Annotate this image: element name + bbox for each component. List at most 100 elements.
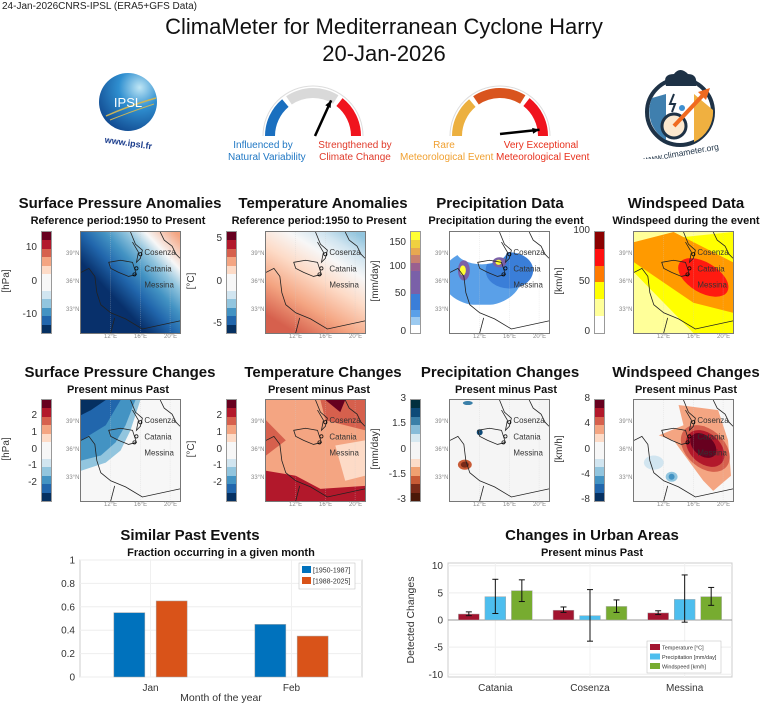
latitude-label: 33°N xyxy=(66,475,80,481)
map-background xyxy=(450,400,549,501)
colorbar-tick-label: -1 xyxy=(28,460,37,472)
bar--1950-1987- xyxy=(113,612,146,678)
longitude-label: 12°E xyxy=(473,334,487,340)
colorbar-tick-label: 3 xyxy=(400,393,406,404)
longitude-label: 20°E xyxy=(349,334,363,340)
latitude-label: 39°N xyxy=(435,419,449,425)
gauge-graphic xyxy=(262,85,364,137)
colorbar-unit-label: [mm/day] xyxy=(370,260,381,302)
map-precipitation-data: Cosenza Catania Messina xyxy=(449,231,550,334)
colorbar-step xyxy=(227,433,236,443)
colorbar-unit-label: [km/h] xyxy=(554,267,565,295)
colorbar-step xyxy=(42,274,51,283)
longitude-label: 16°E xyxy=(319,334,333,340)
colorbar-step xyxy=(227,274,236,283)
coastline xyxy=(159,400,180,427)
longitude-label: 12°E xyxy=(657,502,671,508)
longitude-label: 16°E xyxy=(687,334,701,340)
longitude-label: 16°E xyxy=(134,502,148,508)
legend-label: [1950-1987] xyxy=(313,568,350,575)
longitude-label: 12°E xyxy=(104,334,118,340)
coastline xyxy=(110,485,116,501)
colorbar-step xyxy=(227,265,236,275)
colorbar-step xyxy=(227,324,236,334)
colorbar-step xyxy=(595,433,604,443)
latitude-label: 39°N xyxy=(251,251,265,257)
colorbar-step xyxy=(595,408,604,417)
longitude-label: 20°E xyxy=(164,334,178,340)
colorbar-step xyxy=(42,416,51,426)
latitude-label: 36°N xyxy=(251,279,265,285)
city-marker xyxy=(691,420,696,425)
map-field-contour xyxy=(462,401,473,406)
colorbar-tick-label: -1 xyxy=(213,460,222,472)
colorbar-step xyxy=(42,484,51,493)
city-marker xyxy=(317,272,322,277)
colorbar-tick-label: 5 xyxy=(216,233,222,245)
latitude-label: 36°N xyxy=(435,447,449,453)
coastline xyxy=(661,259,690,277)
city-label: Cosenza xyxy=(697,416,729,425)
urban-areas-changes-chart: -10 -5 0 5 10 Catania Cosenza Messina Detected C… xyxy=(405,561,733,694)
colorbar-step xyxy=(595,450,604,459)
y-axis-label: Detected Changes xyxy=(405,577,417,664)
coastline xyxy=(683,232,696,264)
city-marker xyxy=(687,434,692,439)
colorbar-step xyxy=(227,240,236,249)
map-panel-title: Temperature Changes xyxy=(244,364,402,381)
colorbar-step xyxy=(42,299,51,308)
longitude-label: 12°E xyxy=(104,502,118,508)
coastline xyxy=(477,427,506,445)
coastline xyxy=(712,232,733,259)
colorbar-unit-label: [km/h] xyxy=(554,435,565,463)
colorbar-step xyxy=(411,286,420,295)
longitude-label: 20°E xyxy=(349,502,363,508)
colorbar-step xyxy=(411,484,420,493)
colorbar-step xyxy=(595,416,604,426)
y-tick-label: 0.4 xyxy=(61,626,75,637)
map-panel-title: Precipitation Changes xyxy=(420,364,580,381)
ipsl-url: www.ipsl.fr xyxy=(103,135,153,152)
city-label: Catania xyxy=(329,432,357,441)
latitude-label: 33°N xyxy=(66,307,80,313)
colorbar-tick-label: 0 xyxy=(216,275,222,287)
city-marker xyxy=(134,266,139,271)
legend-swatch xyxy=(650,663,660,669)
gauge-segment xyxy=(286,88,339,105)
latitude-label: 39°N xyxy=(435,251,449,257)
y-tick-label: 0 xyxy=(69,673,75,684)
colorbar-step xyxy=(595,316,604,333)
map-panel-subtitle: Present minus Past xyxy=(66,384,170,396)
map-field-contour xyxy=(459,265,466,276)
city-label: Messina xyxy=(697,280,727,289)
climameter-logo: www.climameter.org xyxy=(636,64,726,165)
colorbar-tick-label: 2 xyxy=(216,409,222,421)
gauge-segment xyxy=(523,98,548,136)
map-panel-subtitle: Present minus Past xyxy=(267,384,371,396)
legend-label: [1988-2025] xyxy=(313,579,350,586)
colorbar-step xyxy=(411,317,420,326)
coastline xyxy=(344,400,365,427)
map-field-contour xyxy=(668,473,675,480)
legend-label: Precipitation [mm/day] xyxy=(662,655,717,661)
city-marker xyxy=(501,440,506,445)
city-marker xyxy=(501,272,506,277)
colorbar-step xyxy=(411,433,420,443)
coastline xyxy=(683,400,696,432)
colorbar-tick-label: 150 xyxy=(389,237,406,249)
coastline xyxy=(266,435,365,498)
map-field-contour xyxy=(450,304,549,333)
coastline xyxy=(293,259,322,277)
colorbar-step xyxy=(411,408,420,417)
city-marker xyxy=(319,266,324,271)
coastline xyxy=(477,259,506,277)
coastline xyxy=(499,232,512,264)
colorbar-step xyxy=(411,450,420,459)
legend-swatch xyxy=(650,653,660,660)
map-field-contour xyxy=(320,400,365,431)
colorbar-step xyxy=(411,255,420,264)
legend-swatch xyxy=(650,644,660,650)
colorbar-tick-label: 50 xyxy=(394,287,406,299)
coastline xyxy=(108,427,137,445)
colorbar-tick-label: -8 xyxy=(581,494,590,505)
